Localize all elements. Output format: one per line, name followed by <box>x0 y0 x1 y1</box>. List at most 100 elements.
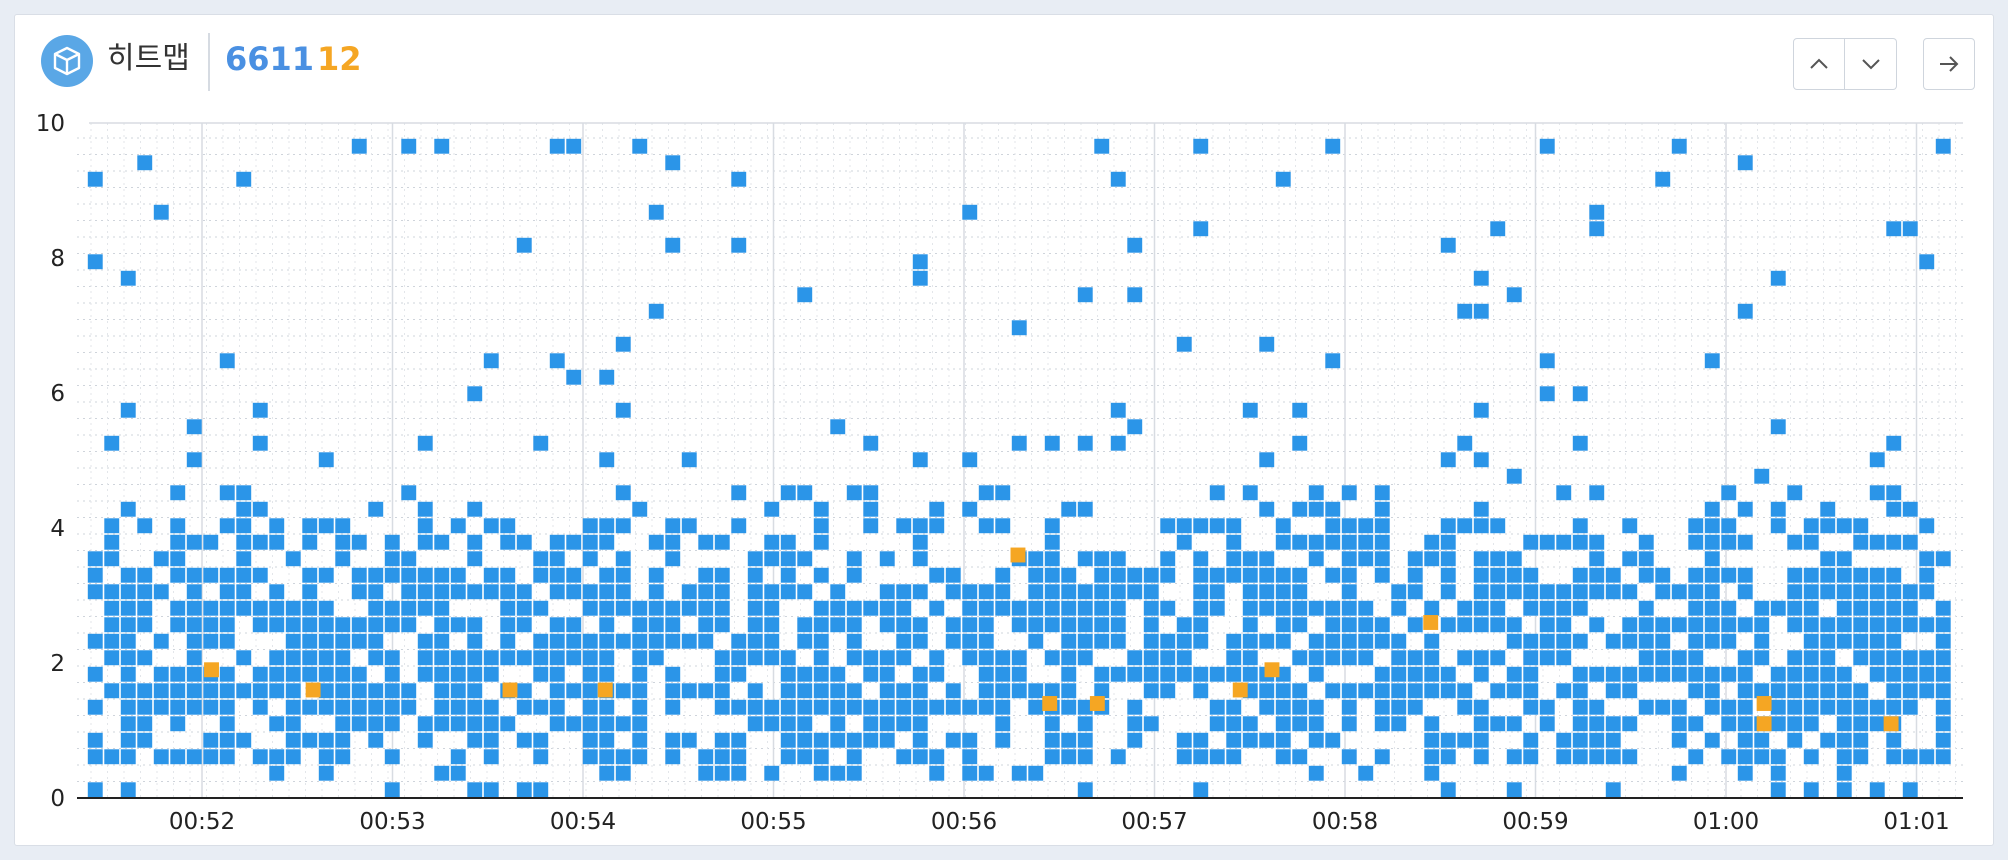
heatmap-cell-normal <box>863 485 879 501</box>
heatmap-cell-normal <box>1556 534 1572 550</box>
heatmap-cell-normal <box>318 617 334 633</box>
heatmap-cell-normal <box>1737 584 1753 600</box>
heatmap-cell-normal <box>731 518 747 534</box>
heatmap-cell-normal <box>1308 732 1324 748</box>
heatmap-cell-normal <box>846 633 862 649</box>
heatmap-cell-normal <box>698 683 714 699</box>
heatmap-cell-normal <box>335 699 351 715</box>
heatmap-cell-error[interactable] <box>1042 696 1058 711</box>
heatmap-cell-normal <box>846 600 862 616</box>
heatmap-cell-normal <box>1589 666 1605 682</box>
heatmap-cell-normal <box>1886 666 1902 682</box>
heatmap-cell-normal <box>615 749 631 765</box>
heatmap-cell-normal <box>1341 699 1357 715</box>
heatmap-cell-normal <box>1341 567 1357 583</box>
widget-title: 히트맵 <box>107 41 190 76</box>
heatmap-cell-normal <box>1869 633 1885 649</box>
heatmap-cell-normal <box>830 419 846 435</box>
heatmap-cell-normal <box>830 617 846 633</box>
heatmap-cell-normal <box>236 650 252 666</box>
heatmap-cell-normal <box>1539 617 1555 633</box>
heatmap-cell-normal <box>1523 650 1539 666</box>
heatmap-cell-normal <box>1688 683 1704 699</box>
heatmap-cell-normal <box>665 633 681 649</box>
heatmap-cell-normal <box>1704 534 1720 550</box>
heatmap-cell-normal <box>1638 666 1654 682</box>
heatmap-cell-normal <box>978 485 994 501</box>
heatmap-cell-error[interactable] <box>204 662 219 678</box>
heatmap-cell-normal <box>863 435 879 451</box>
heatmap-cell-normal <box>219 567 235 583</box>
heatmap-cell-normal <box>1869 617 1885 633</box>
heatmap-cell-normal <box>285 666 301 682</box>
x-tick-label: 00:53 <box>359 809 425 835</box>
heatmap-cell-normal <box>1704 683 1720 699</box>
heatmap-cell-normal <box>1556 650 1572 666</box>
heatmap-cell-normal <box>1853 584 1869 600</box>
heatmap-cell-normal <box>1869 584 1885 600</box>
prev-button[interactable] <box>1793 38 1845 90</box>
next-button[interactable] <box>1845 38 1897 90</box>
heatmap-cell-normal <box>335 749 351 765</box>
heatmap-cell-error[interactable] <box>1883 716 1899 732</box>
heatmap-cell-error[interactable] <box>1264 662 1280 678</box>
heatmap-cell-normal <box>1787 699 1803 715</box>
heatmap-cell-normal <box>978 650 994 666</box>
heatmap-cell-normal <box>1110 435 1126 451</box>
heatmap-cell-error[interactable] <box>305 682 321 698</box>
heatmap-cell-error[interactable] <box>1423 615 1439 630</box>
heatmap-cell-normal <box>1638 650 1654 666</box>
heatmap-cell-normal <box>731 633 747 649</box>
heatmap-cell-normal <box>401 699 417 715</box>
heatmap-cell-normal <box>1061 749 1077 765</box>
heatmap-cell-normal <box>863 716 879 732</box>
heatmap-cell-normal <box>1061 666 1077 682</box>
heatmap-cell-normal <box>1292 650 1308 666</box>
heatmap-cell-normal <box>912 534 928 550</box>
heatmap-cell-normal <box>863 732 879 748</box>
heatmap-cell-normal <box>1572 600 1588 616</box>
x-tick-label: 00:54 <box>550 809 616 835</box>
y-tick-label: 8 <box>50 246 65 272</box>
heatmap-cell-normal <box>170 600 186 616</box>
heatmap-cell-normal <box>1935 633 1951 649</box>
heatmap-cell-normal <box>1853 567 1869 583</box>
heatmap-cell-normal <box>1440 683 1456 699</box>
heatmap-cell-normal <box>120 732 136 748</box>
heatmap-cell-error[interactable] <box>1010 547 1026 563</box>
heatmap-cell-error[interactable] <box>1089 696 1105 711</box>
heatmap-cell-normal <box>1473 699 1489 715</box>
heatmap-cell-normal <box>137 699 153 715</box>
heatmap-cell-normal <box>797 699 813 715</box>
heatmap-cell-normal <box>1341 534 1357 550</box>
heatmap-cell-normal <box>599 716 615 732</box>
heatmap-cell-normal <box>599 749 615 765</box>
open-detail-button[interactable] <box>1923 38 1975 90</box>
heatmap-cell-normal <box>1820 633 1836 649</box>
heatmap-cell-normal <box>1457 617 1473 633</box>
heatmap-cell-normal <box>467 534 483 550</box>
heatmap-cell-normal <box>1935 551 1951 567</box>
heatmap-cell-normal <box>1506 584 1522 600</box>
heatmap-cell-normal <box>978 584 994 600</box>
heatmap-cell-normal <box>1787 666 1803 682</box>
heatmap-cell-normal <box>285 699 301 715</box>
heatmap-cell-normal <box>780 650 796 666</box>
heatmap-cell-error[interactable] <box>502 682 518 698</box>
heatmap-cell-normal <box>1259 600 1275 616</box>
heatmap-chart[interactable]: 00:52 00:53 00:54 00:55 00:56 00:57 00:58 00:59… <box>15 15 1995 847</box>
heatmap-cell-normal <box>1556 485 1572 501</box>
heatmap-cell-error[interactable] <box>1756 696 1772 711</box>
heatmap-cell-normal <box>1589 551 1605 567</box>
heatmap-cell-normal <box>780 666 796 682</box>
heatmap-cell-normal <box>335 732 351 748</box>
heatmap-cell-error[interactable] <box>1756 716 1772 732</box>
heatmap-cell-normal <box>1044 518 1060 534</box>
heatmap-cell-normal <box>1589 567 1605 583</box>
heatmap-cell-error[interactable] <box>1232 682 1248 698</box>
heatmap-cell-normal <box>978 666 994 682</box>
heatmap-cell-normal <box>269 749 285 765</box>
heatmap-cell-normal <box>1919 254 1935 270</box>
heatmap-cell-error[interactable] <box>597 682 613 698</box>
heatmap-cell-normal <box>1259 336 1275 352</box>
